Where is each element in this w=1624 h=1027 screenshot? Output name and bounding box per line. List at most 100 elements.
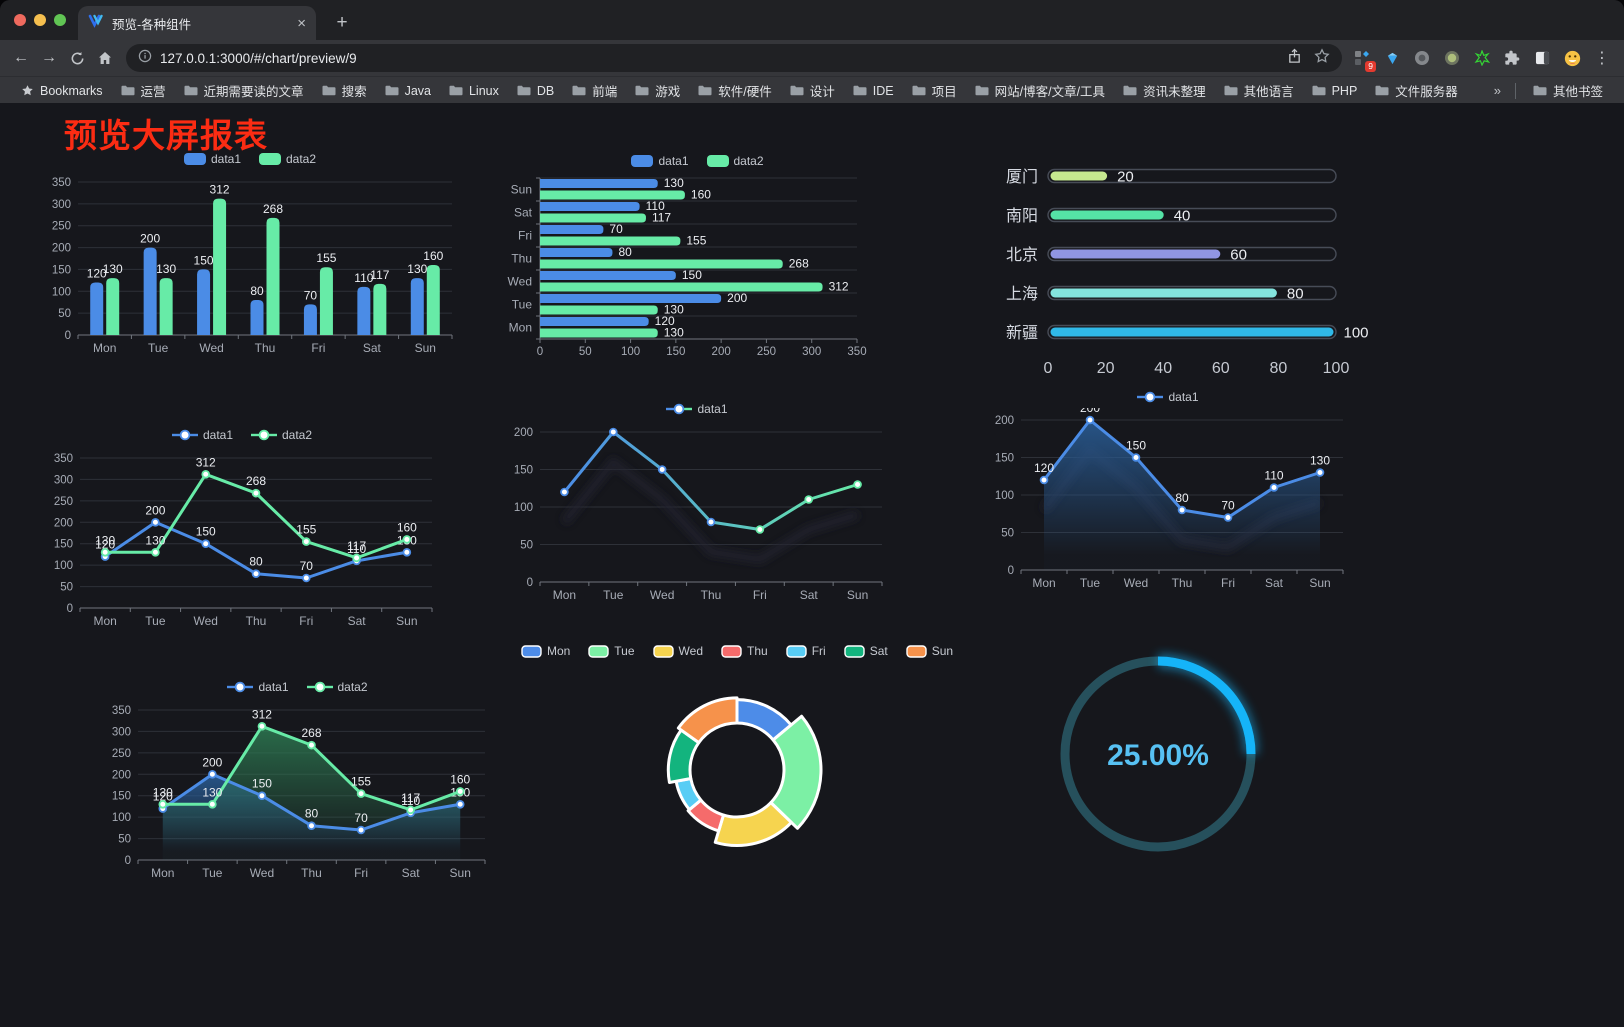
gem-extension-icon[interactable]	[1380, 46, 1404, 70]
bookmark-folder[interactable]: 运营	[112, 81, 175, 100]
bookmark-folder[interactable]: 其他语言	[1215, 81, 1303, 100]
svg-text:80: 80	[1287, 286, 1304, 303]
svg-text:130: 130	[156, 262, 176, 276]
bookmark-folder[interactable]: Linux	[440, 84, 508, 98]
legend-item[interactable]: data1	[1137, 390, 1199, 404]
legend-item[interactable]: data1	[631, 154, 689, 168]
svg-text:Tue: Tue	[145, 614, 166, 628]
site-info-icon[interactable]	[138, 49, 152, 68]
legend-item[interactable]: data2	[306, 680, 368, 694]
bookmark-folder[interactable]: 项目	[903, 81, 966, 100]
progress-bar-chart: 厦门 20 南阳 40 北京 60 上海 80 新疆 100 0 20 40 60 80 100	[993, 158, 1368, 390]
folder-icon	[1224, 85, 1238, 96]
green-star-extension-icon[interactable]	[1470, 46, 1494, 70]
tab-close-icon[interactable]: ×	[297, 14, 306, 32]
browser-tab[interactable]: 预览-各种组件 ×	[78, 6, 316, 40]
bookmark-folder[interactable]: Java	[376, 84, 440, 98]
legend-item[interactable]: data1	[666, 402, 728, 416]
svg-text:50: 50	[58, 308, 71, 320]
svg-text:300: 300	[802, 346, 821, 358]
menu-dots-icon[interactable]: ⋮	[1594, 50, 1610, 67]
home-icon[interactable]	[92, 45, 118, 71]
forward-icon[interactable]: →	[41, 49, 57, 66]
legend-item[interactable]: data2	[706, 154, 764, 168]
bookmark-folder[interactable]: 网站/博客/文章/工具	[966, 81, 1114, 100]
svg-text:155: 155	[686, 234, 706, 248]
svg-text:268: 268	[301, 726, 321, 740]
svg-text:120: 120	[1034, 461, 1054, 475]
svg-text:Sat: Sat	[800, 588, 819, 602]
minimize-window-button[interactable]	[34, 14, 46, 26]
svg-text:150: 150	[514, 465, 533, 477]
extension-grid-icon[interactable]: 9	[1350, 46, 1376, 72]
legend-item[interactable]: Wed	[652, 644, 703, 658]
bookmark-star-icon[interactable]	[1314, 47, 1330, 69]
legend-item[interactable]: Sat	[843, 644, 888, 658]
svg-text:200: 200	[52, 243, 71, 255]
dual-line-chart: data1 data2 0 50 100 150 200 250 300 350 Mon Tue Wed…	[42, 424, 442, 636]
legend-item[interactable]: Tue	[588, 644, 635, 658]
bookmark-folder[interactable]: 前端	[563, 81, 626, 100]
share-icon[interactable]	[1287, 48, 1302, 69]
svg-text:150: 150	[196, 525, 216, 539]
legend-item[interactable]: Mon	[521, 644, 570, 658]
svg-text:268: 268	[789, 257, 809, 271]
bookmarks-root[interactable]: Bookmarks	[12, 84, 112, 98]
puzzle-extensions-icon[interactable]	[1500, 46, 1524, 70]
legend-item[interactable]: Sun	[906, 644, 953, 658]
svg-text:130: 130	[153, 785, 173, 799]
bookmark-folder[interactable]: 资讯未整理	[1114, 81, 1215, 100]
bookmarks-bar: Bookmarks 运营 近期需要读的文章 搜索 Java Linux DB 前端 游戏 软件/…	[0, 76, 1624, 104]
olive-circle-extension-icon[interactable]	[1440, 46, 1464, 70]
address-bar[interactable]: 127.0.0.1:3000/#/chart/preview/9	[126, 44, 1342, 72]
close-window-button[interactable]	[14, 14, 26, 26]
bookmark-folder[interactable]: 搜索	[313, 81, 376, 100]
svg-text:70: 70	[354, 811, 368, 825]
maximize-window-button[interactable]	[54, 14, 66, 26]
legend-item[interactable]: Fri	[785, 644, 826, 658]
reload-icon[interactable]	[64, 45, 90, 71]
bookmark-folder[interactable]: 文件服务器	[1366, 81, 1467, 100]
bookmark-folder[interactable]: 软件/硬件	[689, 81, 780, 100]
bookmark-folder[interactable]: 设计	[781, 81, 844, 100]
svg-text:120: 120	[153, 790, 173, 804]
gray-circle-extension-icon[interactable]	[1410, 46, 1434, 70]
svg-text:Mon: Mon	[1032, 576, 1055, 590]
svg-text:300: 300	[52, 199, 71, 211]
legend-item[interactable]: data1	[227, 680, 289, 694]
bookmark-folder[interactable]: IDE	[844, 84, 903, 98]
legend-item[interactable]: data2	[251, 428, 312, 442]
svg-text:Sat: Sat	[348, 614, 367, 628]
svg-text:Sat: Sat	[514, 206, 533, 220]
legend-item[interactable]: data1	[171, 428, 233, 442]
svg-text:160: 160	[397, 520, 417, 534]
svg-text:40: 40	[1154, 360, 1172, 377]
horizontal-bar-chart: data1 data2 0 50 100 150 200 250 300 350 Sun 130 160…	[500, 150, 895, 365]
svg-text:Tue: Tue	[603, 588, 624, 602]
svg-text:60: 60	[1230, 247, 1247, 264]
other-bookmarks-folder[interactable]: 其他书签	[1524, 81, 1612, 100]
svg-text:350: 350	[847, 346, 866, 358]
bookmark-folder[interactable]: 游戏	[626, 81, 689, 100]
legend-item[interactable]: data2	[259, 152, 316, 166]
svg-text:Sun: Sun	[450, 866, 471, 880]
svg-text:350: 350	[54, 453, 73, 465]
legend-item[interactable]: Thu	[721, 644, 768, 658]
bookmark-folder[interactable]: PHP	[1303, 84, 1367, 98]
sidebar-toggle-icon[interactable]	[1530, 46, 1554, 70]
svg-text:Mon: Mon	[93, 341, 116, 355]
svg-text:新疆: 新疆	[1006, 324, 1038, 342]
svg-text:200: 200	[1080, 408, 1100, 415]
new-tab-button[interactable]: +	[336, 12, 348, 33]
svg-text:Wed: Wed	[193, 614, 217, 628]
bookmarks-overflow-chevron[interactable]: »	[1493, 83, 1501, 98]
bookmark-folder[interactable]: 近期需要读的文章	[175, 81, 313, 100]
svg-text:Mon: Mon	[509, 321, 532, 335]
svg-text:160: 160	[450, 772, 470, 786]
bookmark-folder[interactable]: DB	[508, 84, 563, 98]
legend-item[interactable]: data1	[183, 152, 241, 166]
back-icon[interactable]: ←	[13, 49, 29, 66]
folder-icon	[1375, 85, 1389, 96]
dual-line-area-chart: data1 data2 0 50 100 150 200 250 300 350 Mon Tue Wed…	[100, 676, 495, 888]
emoji-extension-icon[interactable]	[1560, 46, 1584, 70]
